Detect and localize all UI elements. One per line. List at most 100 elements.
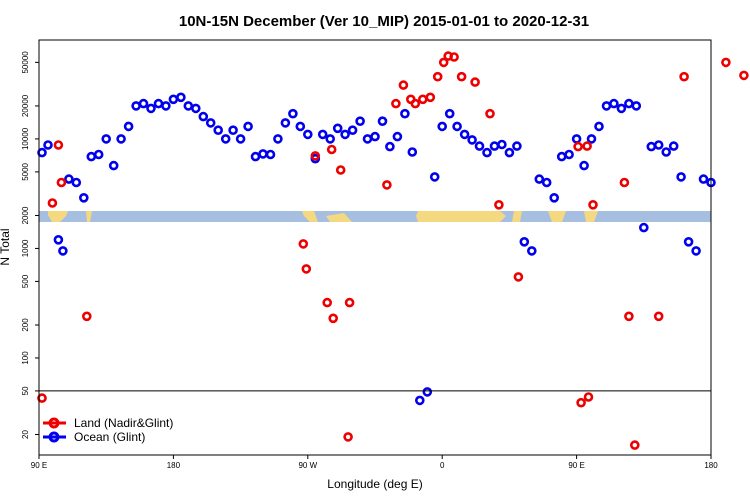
land-point xyxy=(573,141,583,152)
legend-marker-land xyxy=(48,417,60,429)
ocean-point xyxy=(325,134,336,144)
ocean-point xyxy=(101,134,111,144)
land-point xyxy=(326,144,337,155)
land-point xyxy=(629,440,640,450)
ocean-point xyxy=(220,134,231,144)
land-point xyxy=(679,71,689,82)
ocean-point xyxy=(340,129,350,140)
ocean-point xyxy=(146,103,156,114)
x-tick-label: 180 xyxy=(704,461,718,470)
ocean-point xyxy=(653,140,664,150)
ocean-point xyxy=(213,125,223,135)
ocean-point xyxy=(549,193,560,203)
ocean-point xyxy=(594,121,604,132)
ocean-point xyxy=(191,103,201,114)
ocean-point xyxy=(116,134,126,144)
land-point xyxy=(624,311,634,322)
ocean-point xyxy=(93,149,104,160)
ocean-point xyxy=(347,125,358,135)
legend: Land (Nadir&Glint) Ocean (Glint) xyxy=(43,416,173,444)
ocean-point xyxy=(698,174,709,184)
ocean-point xyxy=(288,108,298,119)
land-point xyxy=(344,297,355,308)
ocean-point xyxy=(176,92,186,103)
ocean-point xyxy=(161,101,171,111)
land-point xyxy=(56,177,67,188)
land-point xyxy=(47,198,58,208)
land-point xyxy=(588,200,598,210)
ocean-point xyxy=(198,111,209,122)
ocean-point xyxy=(676,172,686,182)
ocean-point xyxy=(370,131,380,142)
ocean-point xyxy=(53,235,64,245)
land-point xyxy=(494,200,504,210)
ocean-point xyxy=(71,177,82,188)
world-map-strip xyxy=(39,211,711,222)
ocean-point xyxy=(302,129,313,140)
land-point xyxy=(410,98,421,109)
legend-label-ocean: Ocean (Glint) xyxy=(74,430,145,444)
land-point xyxy=(449,52,459,62)
x-axis-label: Longitude (deg E) xyxy=(327,477,422,491)
ocean-point xyxy=(332,123,343,134)
ocean-point xyxy=(497,139,507,150)
ocean-point xyxy=(123,121,134,132)
legend-item-land: Land (Nadir&Glint) xyxy=(43,416,173,430)
ocean-point xyxy=(235,134,246,144)
land-point xyxy=(382,180,392,190)
land-point xyxy=(576,397,586,408)
ocean-point xyxy=(414,395,425,406)
ocean-point xyxy=(609,98,619,109)
ocean-point xyxy=(265,149,276,160)
land-indochina xyxy=(584,211,598,222)
ocean-point xyxy=(250,151,261,162)
legend-item-ocean: Ocean (Glint) xyxy=(43,430,145,444)
ocean-point xyxy=(280,118,291,128)
ocean-point xyxy=(317,129,328,140)
ocean-point xyxy=(64,174,74,184)
ocean-point xyxy=(512,141,522,151)
ocean-point xyxy=(385,141,395,152)
y-tick-label: 20 xyxy=(21,430,30,439)
ocean-point xyxy=(422,387,433,397)
ocean-point xyxy=(452,121,462,132)
x-tick-label: 180 xyxy=(167,461,181,470)
ocean-point xyxy=(43,140,53,150)
series-layer xyxy=(37,51,749,450)
ocean-point xyxy=(437,121,448,132)
ocean-point xyxy=(526,246,537,256)
ocean-point xyxy=(228,125,238,135)
land-africa xyxy=(416,211,506,222)
ocean-point xyxy=(482,147,492,158)
land-point xyxy=(322,297,333,308)
land-point xyxy=(582,141,592,151)
land-arabia xyxy=(512,211,522,222)
ocean-point xyxy=(400,108,410,119)
land-point xyxy=(485,108,495,119)
land-point xyxy=(432,71,443,82)
y-tick-label: 200 xyxy=(21,318,30,332)
y-tick-label: 20000 xyxy=(21,94,30,117)
land-point xyxy=(335,165,346,175)
ocean-point xyxy=(631,101,642,111)
ocean-point xyxy=(519,237,530,247)
ocean-point xyxy=(691,246,701,256)
ocean-point xyxy=(377,116,388,126)
land-point xyxy=(328,313,339,324)
land-india xyxy=(548,211,566,222)
ocean-point xyxy=(504,147,515,158)
land-point xyxy=(456,71,467,82)
land-islands xyxy=(86,211,92,222)
ocean-point xyxy=(661,147,672,157)
x-tick-label: 0 xyxy=(440,461,445,470)
legend-marker-ocean xyxy=(48,431,60,443)
land-point xyxy=(425,92,436,103)
ocean-point xyxy=(467,135,477,145)
land-point xyxy=(619,177,630,188)
ocean-point xyxy=(586,134,597,144)
ocean-point xyxy=(444,108,455,119)
ocean-point xyxy=(459,129,470,140)
ocean-point xyxy=(138,98,149,109)
ocean-point xyxy=(205,118,216,128)
